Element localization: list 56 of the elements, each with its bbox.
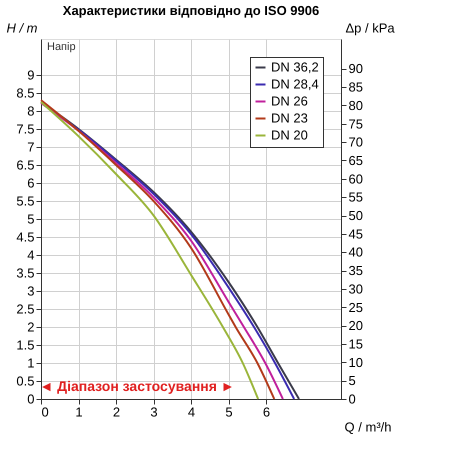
y2-tick-label: 50	[348, 208, 363, 224]
y-tick-label: 9	[27, 68, 34, 82]
x-tick-label: 6	[262, 404, 270, 420]
annotation: ◄ Діапазон застосування ►	[39, 378, 235, 394]
y2-tick-label: 85	[348, 80, 363, 95]
annotation: Напір	[47, 41, 76, 53]
y-tick-label: 3.5	[16, 266, 34, 280]
x-tick-label: 0	[42, 404, 49, 420]
y2-tick-label: 35	[348, 263, 363, 278]
y-tick-label: 4	[27, 248, 34, 262]
y2-tick-label: 70	[348, 134, 363, 150]
y2-tick-label: 65	[348, 152, 363, 168]
y-tick-label: 2.5	[16, 302, 34, 316]
y2-axis-title: Δp / kPa	[346, 20, 396, 36]
x-tick-label: 2	[112, 404, 120, 420]
y-tick-label: 5	[27, 212, 34, 226]
legend-label: DN 26	[271, 94, 308, 108]
y-axis-title: H / m	[6, 20, 38, 36]
y2-tick-label: 40	[348, 244, 363, 260]
x-axis-title: Q / m³/h	[344, 420, 392, 434]
legend-label: DN 20	[271, 128, 308, 142]
y-tick-label: 0	[27, 392, 34, 406]
y2-tick-label: 55	[348, 190, 363, 205]
y2-tick-label: 0	[348, 392, 356, 406]
y-tick-label: 7	[27, 140, 34, 154]
y-tick-label: 0.5	[16, 374, 34, 388]
y2-tick-label: 20	[348, 318, 363, 334]
y2-tick-label: 25	[348, 300, 363, 315]
chart-title: Характеристики відповідно до ISO 9906	[62, 3, 320, 18]
y-tick-label: 6.5	[16, 158, 34, 172]
y2-tick-label: 10	[348, 354, 363, 370]
x-tick-label: 1	[75, 404, 83, 420]
y-tick-label: 1.5	[16, 338, 34, 352]
y2-tick-label: 90	[348, 61, 363, 76]
legend-label: DN 28,4	[271, 76, 319, 92]
y2-tick-label: 5	[348, 373, 356, 388]
y2-tick-label: 15	[348, 336, 363, 352]
y2-tick-label: 60	[348, 171, 363, 186]
legend-label: DN 23	[271, 110, 308, 126]
y-tick-label: 5.5	[16, 194, 34, 208]
y-tick-label: 2	[27, 320, 34, 334]
y-tick-label: 8.5	[16, 86, 34, 100]
y-tick-label: 4.5	[16, 230, 34, 244]
y-tick-label: 7.5	[16, 122, 34, 136]
y2-tick-label: 75	[348, 116, 363, 132]
y-tick-label: 3	[27, 284, 34, 298]
legend-label: DN 36,2	[271, 60, 319, 74]
x-tick-label: 4	[188, 404, 196, 420]
x-tick-label: 3	[150, 404, 158, 420]
y-tick-label: 6	[27, 176, 34, 190]
x-tick-label: 5	[225, 404, 233, 420]
y2-tick-label: 80	[348, 98, 363, 113]
y2-tick-label: 45	[348, 226, 363, 242]
y-tick-label: 8	[27, 104, 34, 118]
y-tick-label: 1	[27, 356, 34, 370]
y2-tick-label: 30	[348, 281, 363, 296]
